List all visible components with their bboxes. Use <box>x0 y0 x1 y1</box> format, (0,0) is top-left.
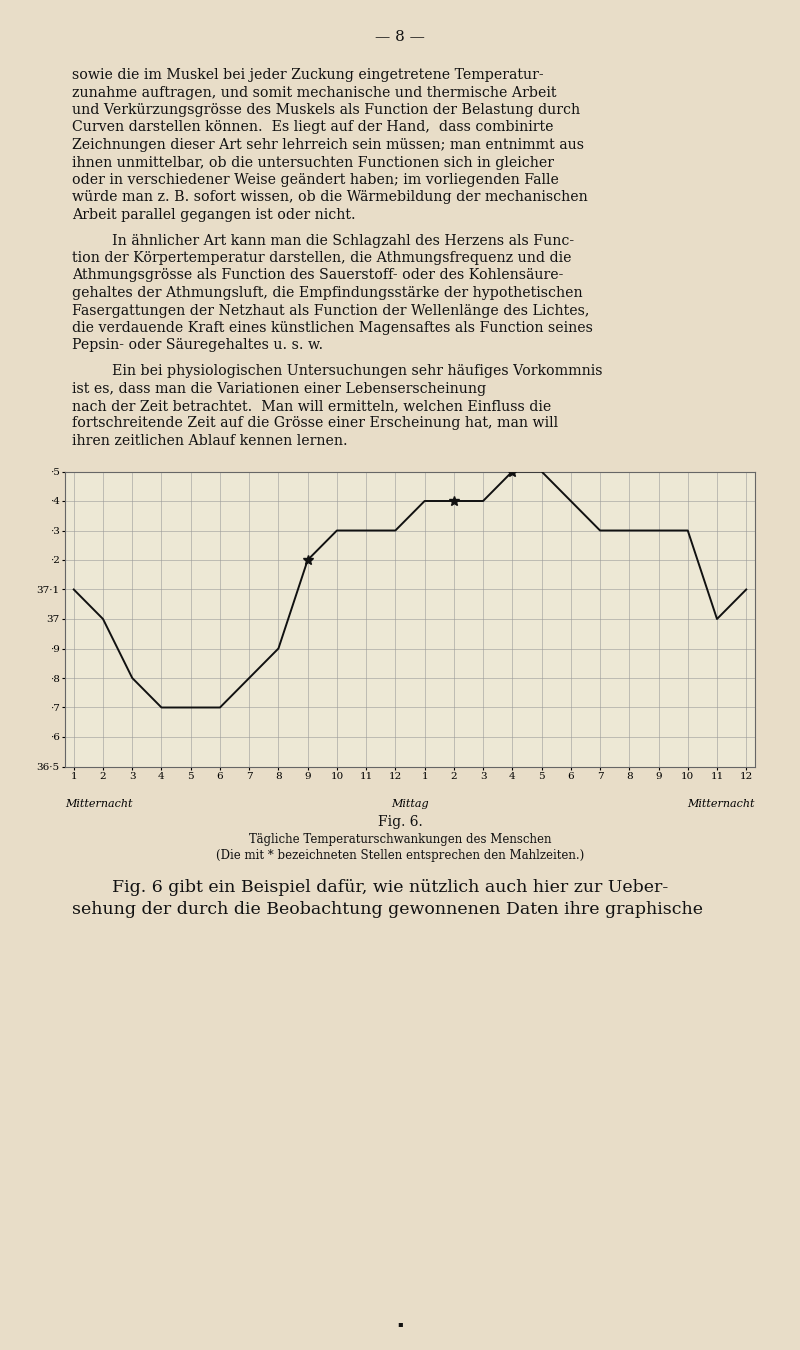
Text: Arbeit parallel gegangen ist oder nicht.: Arbeit parallel gegangen ist oder nicht. <box>72 208 356 221</box>
Text: die verdauende Kraft eines künstlichen Magensaftes als Function seines: die verdauende Kraft eines künstlichen M… <box>72 321 593 335</box>
Text: (Die mit * bezeichneten Stellen entsprechen den Mahlzeiten.): (Die mit * bezeichneten Stellen entsprec… <box>216 849 584 861</box>
Text: In ähnlicher Art kann man die Schlagzahl des Herzens als Func-: In ähnlicher Art kann man die Schlagzahl… <box>112 234 574 247</box>
Text: fortschreitende Zeit auf die Grösse einer Erscheinung hat, man will: fortschreitende Zeit auf die Grösse eine… <box>72 417 558 431</box>
Text: ihren zeitlichen Ablauf kennen lernen.: ihren zeitlichen Ablauf kennen lernen. <box>72 433 348 448</box>
Text: und Verkürzungsgrösse des Muskels als Function der Belastung durch: und Verkürzungsgrösse des Muskels als Fu… <box>72 103 580 117</box>
Text: sowie die im Muskel bei jeder Zuckung eingetretene Temperatur-: sowie die im Muskel bei jeder Zuckung ei… <box>72 68 544 82</box>
Text: ist es, dass man die Variationen einer Lebenserscheinung: ist es, dass man die Variationen einer L… <box>72 382 486 396</box>
Text: Zeichnungen dieser Art sehr lehrreich sein müssen; man entnimmt aus: Zeichnungen dieser Art sehr lehrreich se… <box>72 138 584 153</box>
Text: Curven darstellen können.  Es liegt auf der Hand,  dass combinirte: Curven darstellen können. Es liegt auf d… <box>72 120 554 135</box>
Text: Athmungsgrösse als Function des Sauerstoff- oder des Kohlensäure-: Athmungsgrösse als Function des Sauersto… <box>72 269 563 282</box>
Text: ihnen unmittelbar, ob die untersuchten Functionen sich in gleicher: ihnen unmittelbar, ob die untersuchten F… <box>72 155 554 170</box>
Text: Mittag: Mittag <box>391 799 429 809</box>
Text: sehung der durch die Beobachtung gewonnenen Daten ihre graphische: sehung der durch die Beobachtung gewonne… <box>72 902 703 918</box>
Text: Tägliche Temperaturschwankungen des Menschen: Tägliche Temperaturschwankungen des Mens… <box>249 833 551 845</box>
Text: gehaltes der Athmungsluft, die Empfindungsstärke der hypothetischen: gehaltes der Athmungsluft, die Empfindun… <box>72 286 582 300</box>
Text: tion der Körpertemperatur darstellen, die Athmungsfrequenz und die: tion der Körpertemperatur darstellen, di… <box>72 251 571 265</box>
Text: oder in verschiedener Weise geändert haben; im vorliegenden Falle: oder in verschiedener Weise geändert hab… <box>72 173 559 188</box>
Text: Fig. 6 gibt ein Beispiel dafür, wie nützlich auch hier zur Ueber-: Fig. 6 gibt ein Beispiel dafür, wie nütz… <box>112 879 668 896</box>
Text: Fasergattungen der Netzhaut als Function der Wellenlänge des Lichtes,: Fasergattungen der Netzhaut als Function… <box>72 304 590 317</box>
Text: Fig. 6.: Fig. 6. <box>378 814 422 829</box>
Text: Mitternacht: Mitternacht <box>687 799 755 809</box>
Text: — 8 —: — 8 — <box>375 30 425 45</box>
Text: würde man z. B. sofort wissen, ob die Wärmebildung der mechanischen: würde man z. B. sofort wissen, ob die Wä… <box>72 190 588 204</box>
Text: zunahme auftragen, und somit mechanische und thermische Arbeit: zunahme auftragen, und somit mechanische… <box>72 85 557 100</box>
Text: nach der Zeit betrachtet.  Man will ermitteln, welchen Einfluss die: nach der Zeit betrachtet. Man will ermit… <box>72 400 551 413</box>
Text: Ein bei physiologischen Untersuchungen sehr häufiges Vorkommnis: Ein bei physiologischen Untersuchungen s… <box>112 364 602 378</box>
Text: Mitternacht: Mitternacht <box>65 799 133 809</box>
Text: ▪: ▪ <box>397 1320 403 1328</box>
Text: Pepsin- oder Säuregehaltes u. s. w.: Pepsin- oder Säuregehaltes u. s. w. <box>72 339 323 352</box>
